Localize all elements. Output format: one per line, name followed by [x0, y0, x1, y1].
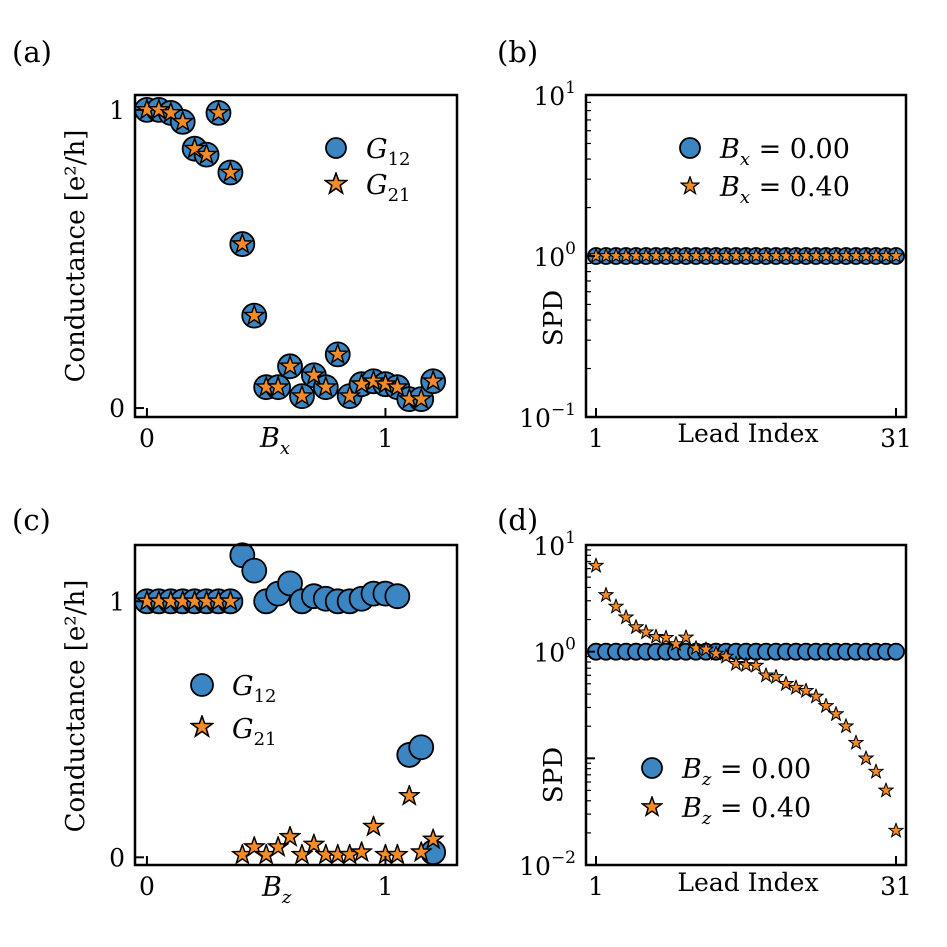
- panel-c-xtick-label-1: 1: [377, 872, 393, 901]
- panel-d-star-point-16: [748, 657, 764, 673]
- panel-c-star-point-18: [351, 841, 372, 862]
- panel-c: (c) 0 1 0 1 Conductance [e²/h] Bz G12 G21: [12, 503, 459, 908]
- panel-d-star-point-30: [888, 822, 904, 838]
- panel-d: (d) 1 31 10−2 100 101 SPD Lead Index Bz = 0.…: [497, 503, 912, 901]
- panel-b-xlabel: Lead Index: [677, 419, 818, 448]
- panel-b-ylabel: SPD: [539, 290, 569, 346]
- legend-c-g21-label: G21: [232, 714, 276, 750]
- panel-d-axes-frame: [584, 543, 908, 867]
- panel-a-xlabel: Bx: [259, 423, 290, 459]
- panel-d-star-point-29: [878, 782, 894, 797]
- legend-bx0-marker: [679, 137, 701, 159]
- panel-c-axes-frame: [133, 543, 459, 867]
- panel-a-ytick-label-0: 0: [109, 394, 125, 423]
- panel-c-label: (c): [12, 503, 51, 537]
- panel-d-star-point-3: [618, 609, 634, 624]
- panel-a-ylabel: Conductance [e²/h]: [61, 130, 91, 383]
- legend-g12-label: G12: [366, 134, 410, 170]
- panel-c-xlabel: Bz: [261, 872, 292, 908]
- panel-c-circle-point-21: [384, 583, 411, 610]
- panel-c-data-points: [134, 542, 447, 866]
- panel-b-xtick-label-1: 1: [588, 424, 604, 453]
- panel-b-label: (b): [497, 35, 538, 69]
- legend-g21-label: G21: [366, 170, 410, 206]
- panel-b-ytick-label-1e1: 101: [533, 78, 576, 111]
- panel-c-ylabel: Conductance [e²/h]: [61, 580, 91, 833]
- panel-b-ticks: 1 31 10−1 100 101: [519, 78, 912, 453]
- panel-a-axes-frame: [133, 93, 459, 419]
- panel-d-star-point-28: [868, 763, 884, 779]
- panel-d-ytick-label-1e0: 100: [533, 635, 576, 668]
- panel-c-circle-point-23: [408, 734, 435, 761]
- legend-bz0-marker: [641, 757, 663, 779]
- panel-a-ticks: 0 1 0 1: [109, 96, 393, 453]
- legend-bz40-marker: [641, 796, 663, 816]
- panel-d-data-points: [587, 557, 905, 838]
- panel-d-star-point-23: [818, 698, 834, 713]
- legend-bx40-label: Bx = 0.40: [719, 172, 850, 208]
- panel-d-star-point-26: [848, 734, 864, 750]
- legend-g21-marker: [324, 172, 348, 194]
- panel-d-star-point-1: [598, 587, 614, 602]
- panel-c-xtick-label-0: 0: [139, 872, 155, 901]
- panel-c-ytick-label-0: 0: [109, 843, 125, 872]
- panel-d-star-point-19: [778, 675, 794, 691]
- panel-a: (a) 0 1 0 1 Conductance [e²/h] Bx G12 G21: [12, 35, 459, 459]
- panel-c-star-point-12: [279, 826, 301, 846]
- legend-g12-marker: [325, 137, 347, 159]
- panel-c-star-point-14: [303, 833, 325, 854]
- panel-d-star-point-24: [828, 706, 844, 721]
- legend-bz0-label: Bz = 0.00: [681, 754, 811, 790]
- panel-d-star-point-0: [588, 557, 604, 573]
- panel-d-circle-point-30: [887, 642, 905, 661]
- panel-d-xlabel: Lead Index: [677, 868, 818, 897]
- panel-d-ylabel: SPD: [539, 747, 569, 803]
- panel-c-circle-point-9: [241, 557, 268, 584]
- panel-a-xtick-label-1: 1: [377, 424, 393, 453]
- legend-c-g12-label: G12: [232, 671, 276, 707]
- panel-a-label: (a): [12, 35, 52, 69]
- legend-c-g21-marker: [190, 715, 214, 737]
- panel-d-xtick-label-1: 1: [588, 872, 604, 901]
- panel-d-ytick-label-1e-2: 10−2: [519, 848, 576, 881]
- panel-c-ytick-label-1: 1: [109, 587, 125, 616]
- panel-b-legend: Bx = 0.00 Bx = 0.40: [679, 134, 850, 208]
- panel-c-star-point-22: [398, 785, 420, 805]
- panel-c-ticks: 0 1 0 1: [109, 587, 393, 901]
- panel-a-legend: G12 G21: [324, 134, 410, 206]
- legend-c-g12-marker: [190, 673, 214, 697]
- panel-d-legend: Bz = 0.00 Bz = 0.40: [641, 754, 811, 829]
- panel-d-star-point-27: [858, 750, 874, 765]
- panel-d-ytick-label-1e1: 101: [533, 528, 576, 561]
- legend-bx0-label: Bx = 0.00: [719, 134, 850, 170]
- panel-c-star-point-19: [363, 815, 384, 836]
- panel-c-legend: G12 G21: [190, 671, 276, 750]
- panel-c-circle-point-12: [277, 570, 303, 597]
- panel-a-ytick-label-1: 1: [109, 96, 125, 125]
- panel-d-star-point-22: [808, 688, 824, 704]
- panel-d-label: (d): [497, 503, 538, 537]
- panel-d-star-point-18: [768, 669, 784, 684]
- legend-bz40-label: Bz = 0.40: [681, 793, 811, 829]
- panel-b-xtick-label-31: 31: [880, 424, 912, 453]
- panel-b-data-points: [587, 247, 905, 265]
- legend-bx40-marker: [680, 176, 700, 195]
- panel-b-ytick-label-1e-1: 10−1: [519, 400, 576, 433]
- panel-d-ticks: 1 31 10−2 100 101: [519, 528, 912, 901]
- panel-b: (b) 1 31 10−1 100 101 SPD Lead Index Bx = 0.…: [497, 35, 912, 453]
- panel-d-star-point-2: [608, 598, 624, 614]
- panel-c-star-point-13: [291, 843, 313, 864]
- panel-a-xtick-label-0: 0: [139, 424, 155, 453]
- panel-b-ytick-label-1e0: 100: [533, 239, 576, 272]
- panel-d-xtick-label-31: 31: [880, 872, 912, 901]
- panel-a-data-points: [134, 97, 447, 413]
